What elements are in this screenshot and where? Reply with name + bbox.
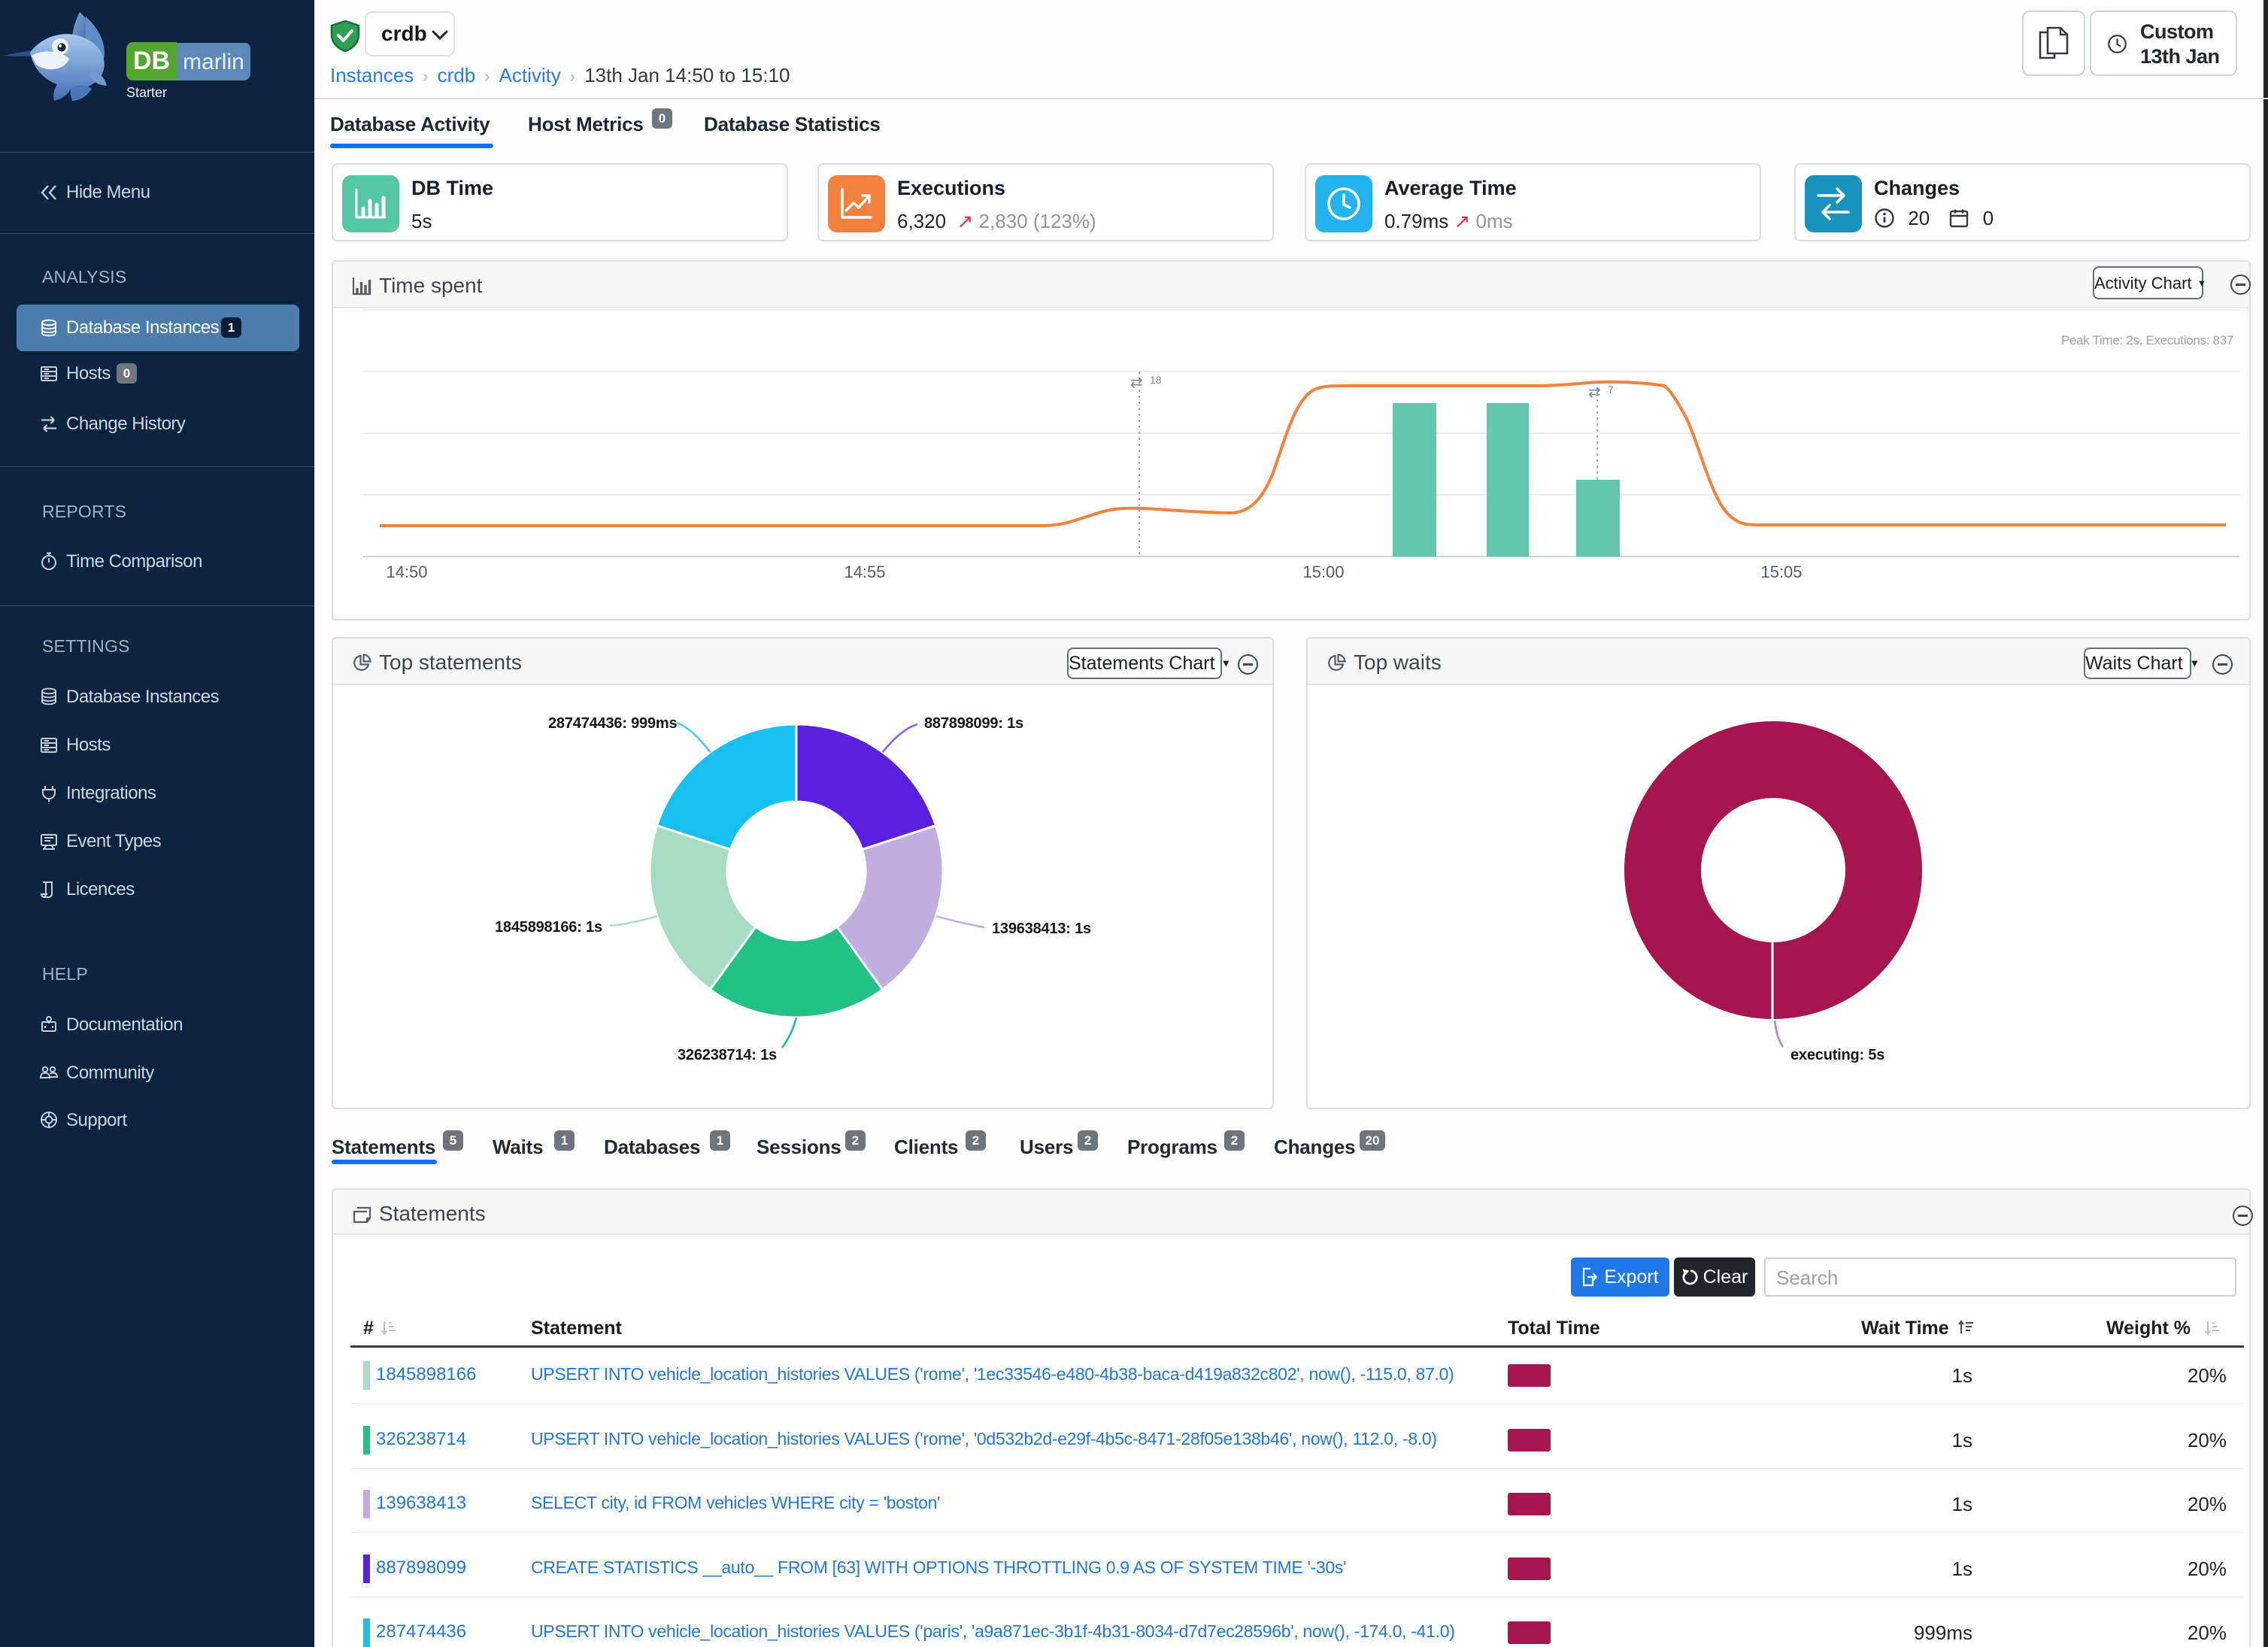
svg-text:14:50: 14:50 <box>386 563 427 581</box>
svg-text:15:00: 15:00 <box>1302 563 1344 581</box>
svg-text:7: 7 <box>1608 384 1614 396</box>
svg-text:14:55: 14:55 <box>844 563 885 581</box>
svg-text:18: 18 <box>1150 374 1162 386</box>
svg-text:15:05: 15:05 <box>1760 563 1802 581</box>
svg-text:⇄: ⇄ <box>1130 375 1143 391</box>
svg-text:⇄: ⇄ <box>1588 384 1601 401</box>
